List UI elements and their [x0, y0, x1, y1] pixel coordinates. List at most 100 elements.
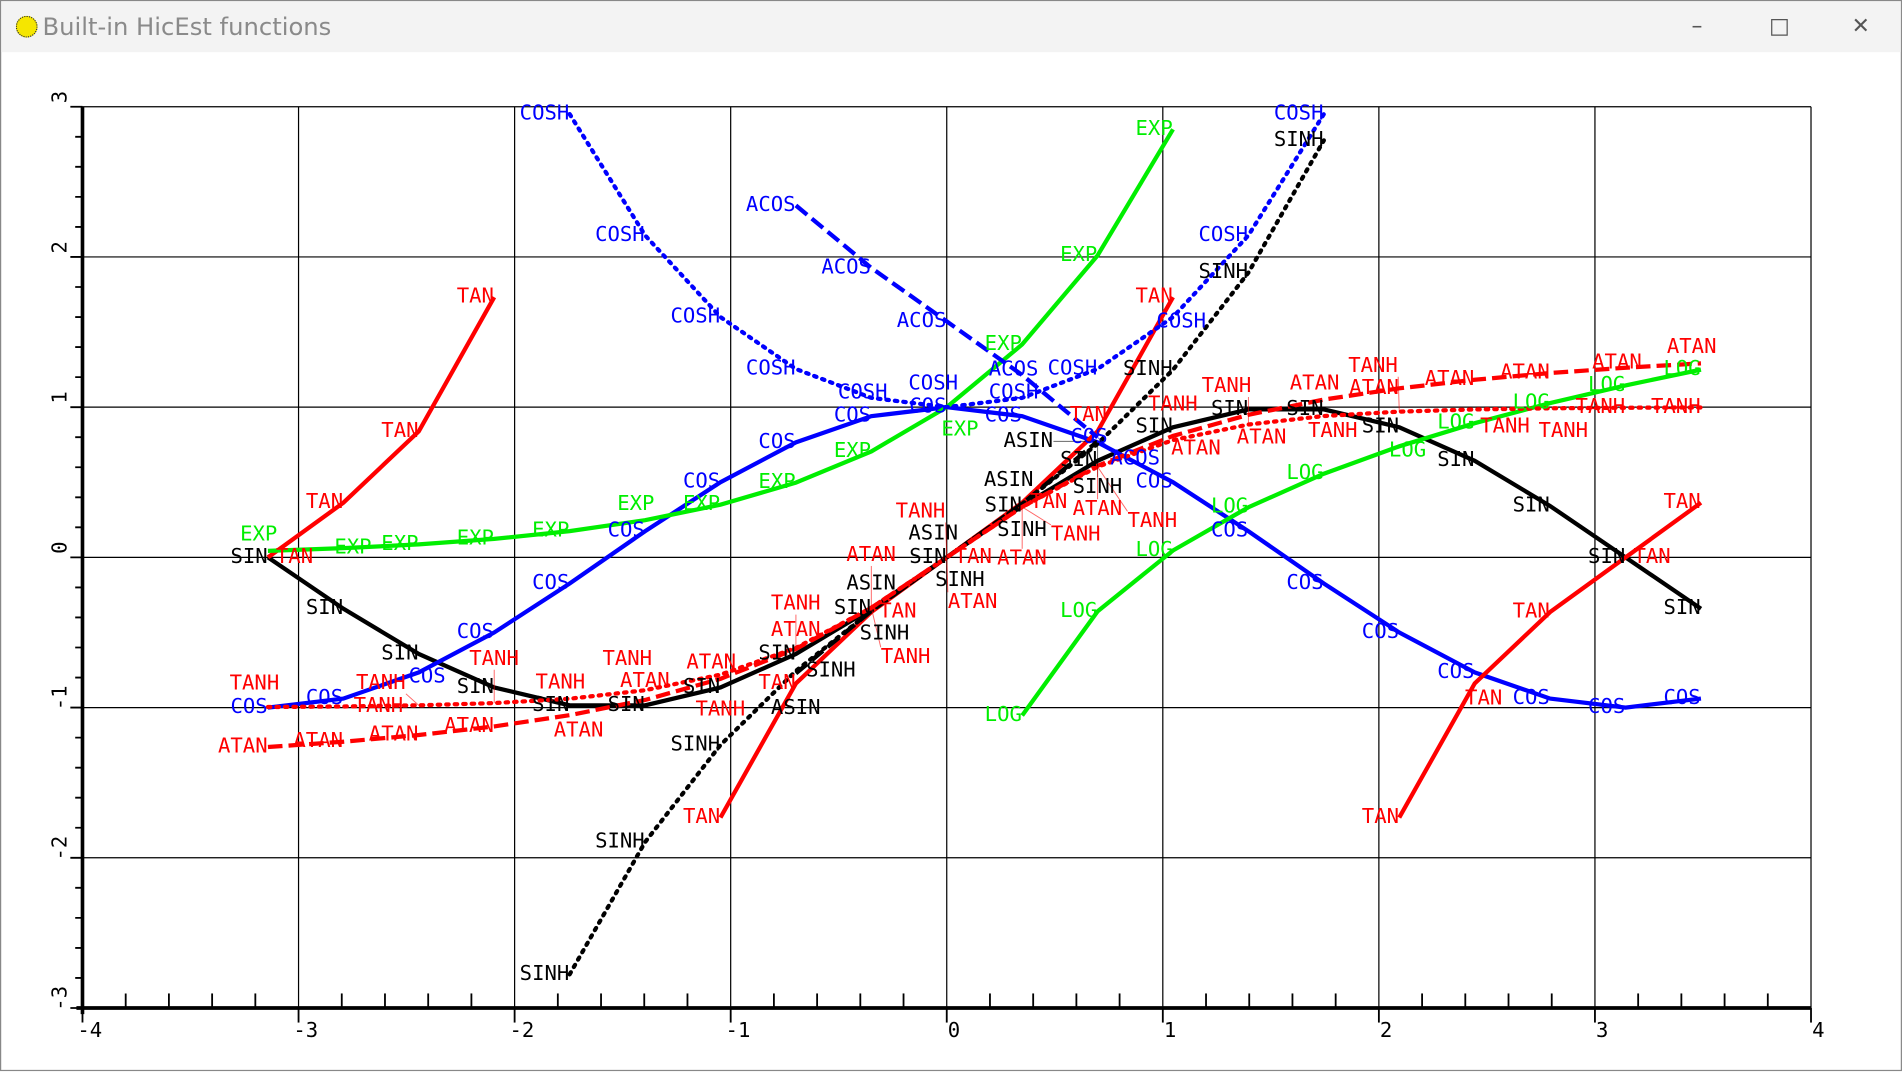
series-label-exp: EXP [683, 491, 720, 515]
series-label-sin: SIN [1286, 396, 1323, 420]
series-label-exp: EXP [457, 525, 494, 549]
series-label-tanh: TANH [356, 670, 406, 694]
series-label-log: LOG [1286, 460, 1323, 484]
series-label-atan: ATAN [1073, 496, 1123, 520]
series-label-tan: TAN [306, 489, 343, 513]
series-label-sinh: SINH [671, 731, 721, 755]
x-tick-label: -2 [509, 1018, 534, 1042]
series-label-tan: TAN [1136, 284, 1173, 308]
series-label-sin: SIN [230, 544, 267, 568]
series-label-tan: TAN [879, 599, 916, 623]
series-label-cos: COS [1663, 685, 1700, 709]
series-label-exp: EXP [941, 417, 978, 441]
series-label-sinh: SINH [935, 567, 985, 591]
series-label-sin: SIN [306, 595, 343, 619]
series-label-tan: TAN [1362, 804, 1399, 828]
series-label-atan: ATAN [1425, 366, 1475, 390]
label-leaders [405, 376, 1400, 706]
series-label-tanh: TANH [354, 693, 404, 717]
app-icon [15, 15, 38, 38]
series-label-exp: EXP [1060, 242, 1097, 266]
series-label-cosh: COSH [1156, 308, 1206, 332]
series-label-log: LOG [1136, 537, 1173, 561]
series-label-cos: COS [1513, 685, 1550, 709]
series-label-atan: ATAN [293, 728, 343, 752]
series-line-acos [794, 203, 1099, 439]
series-label-tanh: TANH [1538, 418, 1588, 442]
series-line-tanh [265, 405, 1704, 710]
series-label-cosh: COSH [746, 355, 796, 379]
series-label-cos: COS [985, 403, 1022, 427]
series-label-tan: TAN [1633, 544, 1670, 568]
series-label-asin: ASIN [1003, 428, 1053, 452]
series-label-tan: TAN [1513, 599, 1550, 623]
series-label-sinh: SINH [1073, 474, 1123, 498]
series-label-log: LOG [1060, 598, 1097, 622]
series-label-tanh: TANH [1651, 394, 1701, 418]
series-label-cosh: COSH [838, 379, 888, 403]
x-tick-label: -4 [77, 1018, 102, 1042]
series-label-tan: TAN [1070, 402, 1107, 426]
series-label-exp: EXP [381, 531, 418, 555]
close-icon[interactable]: ✕ [1851, 13, 1870, 39]
series-label-cos: COS [1070, 424, 1107, 448]
series-label-acos: ACOS [1110, 446, 1160, 470]
y-tick-label: -2 [48, 836, 72, 861]
series-label-atan: ATAN [620, 668, 670, 692]
series-label-sinh: SINH [1198, 259, 1248, 283]
label-leader [870, 607, 882, 648]
series-label-log: LOG [985, 702, 1022, 726]
series-label-acos: ACOS [897, 308, 947, 332]
series-line-atan [267, 361, 1702, 750]
series-label-sinh: SINH [1274, 127, 1324, 151]
maximize-icon[interactable]: □ [1769, 13, 1790, 39]
minimize-icon[interactable]: – [1691, 13, 1703, 39]
series-label-acos: ACOS [821, 254, 871, 278]
series-label-tanh: TANH [469, 646, 519, 670]
series-label-cos: COS [1362, 619, 1399, 643]
label-leader [405, 693, 420, 706]
x-tick-label: 2 [1380, 1018, 1392, 1042]
series-label-acos: ACOS [989, 357, 1039, 381]
series-label-asin: ASIN [771, 695, 821, 719]
series-label-exp: EXP [617, 491, 654, 515]
x-tick-label: 3 [1596, 1018, 1608, 1042]
y-tick-label: -3 [48, 986, 72, 1011]
series-label-log: LOG [1513, 390, 1550, 414]
series-label-atan: ATAN [997, 546, 1047, 570]
series-label-sinh: SINH [595, 829, 645, 853]
series-label-atan: ATAN [444, 713, 494, 737]
series-label-sin: SIN [909, 544, 946, 568]
series-label-log: LOG [1389, 438, 1426, 462]
series-line-exp [267, 128, 1175, 554]
series-label-sin: SIN [1211, 396, 1248, 420]
x-tick-label: -1 [726, 1018, 751, 1042]
series-label-atan: ATAN [846, 542, 896, 566]
title-bar: Built-in HicEst functions – □ ✕ [1, 1, 1901, 53]
x-tick-label: 4 [1812, 1018, 1824, 1042]
series-label-cos: COS [408, 664, 445, 688]
y-tick-label: 2 [48, 241, 72, 253]
window-title: Built-in HicEst functions [42, 12, 332, 42]
series-label-tan: TAN [276, 544, 313, 568]
series-label-log: LOG [1211, 494, 1248, 518]
series-label-exp: EXP [1136, 116, 1173, 140]
series-label-cosh: COSH [671, 303, 721, 327]
series-label-cos: COS [230, 694, 267, 718]
series-label-sin: SIN [1663, 595, 1700, 619]
series-label-atan: ATAN [1500, 360, 1550, 384]
series-label-exp: EXP [985, 331, 1022, 355]
label-leader [1097, 436, 1111, 450]
series-label-atan: ATAN [771, 617, 821, 641]
series-label-tan: TAN [1465, 686, 1502, 710]
series-label-sinh: SINH [806, 657, 856, 681]
series-label-cosh: COSH [595, 222, 645, 246]
series-label-tanh: TANH [771, 591, 821, 615]
series-label-exp: EXP [334, 535, 371, 559]
series-label-sin: SIN [1060, 447, 1097, 471]
series-label-atan: ATAN [1592, 349, 1642, 373]
series-label-atan: ATAN [1237, 424, 1287, 448]
series-label-tan: TAN [683, 804, 720, 828]
series-line-tan [266, 296, 497, 560]
